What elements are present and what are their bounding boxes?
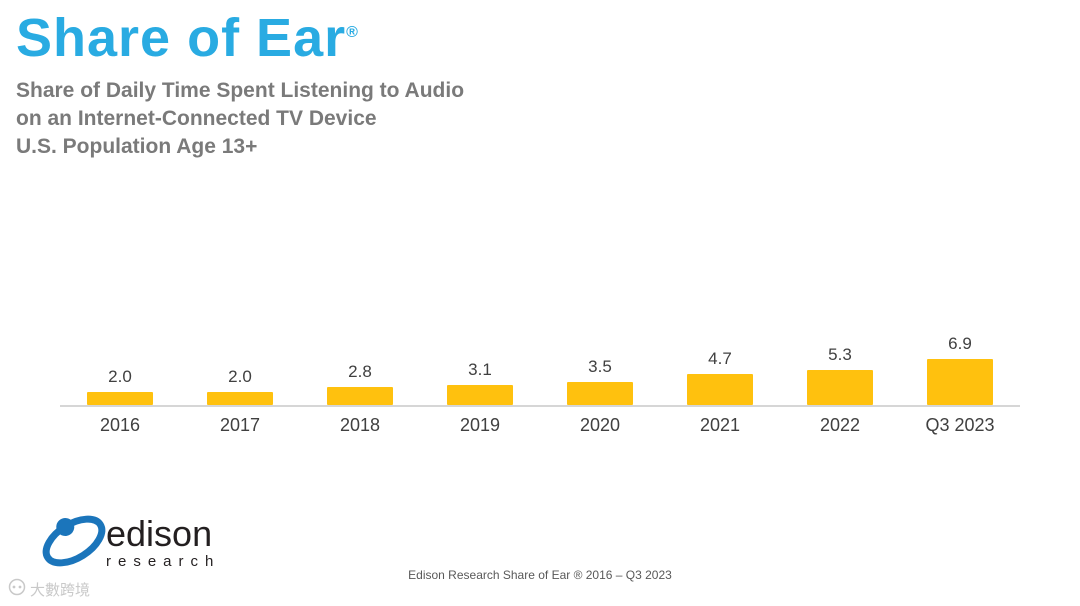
x-axis-label: 2021 <box>699 415 741 435</box>
x-axis-label: Q3 2023 <box>925 415 995 435</box>
bar-column: 6.9 <box>900 334 1020 405</box>
bar <box>87 391 153 405</box>
subtitle-line-2: on an Internet-Connected TV Device <box>16 107 377 131</box>
subtitle: Share of Daily Time Spent Listening to A… <box>16 77 464 162</box>
bar-value-label: 2.0 <box>108 366 132 386</box>
bar <box>807 370 873 405</box>
bar-column: 2.8 <box>300 362 420 405</box>
subtitle-line-1: Share of Daily Time Spent Listening to A… <box>16 78 465 102</box>
bar-column: 2.0 <box>180 367 300 405</box>
x-axis-labels: 2016 2017 2018 2019 2020 2021 2022 Q3 2023 <box>60 415 1020 436</box>
bar <box>687 373 753 405</box>
bar-column: 3.1 <box>420 360 540 405</box>
watermark-text: 大數跨境 <box>30 581 91 599</box>
header: Share of Ear® Share of Daily Time Spent … <box>16 10 464 162</box>
x-axis-label: 2017 <box>219 415 261 435</box>
logo-text: edison research <box>106 513 221 570</box>
bar-value-label: 6.9 <box>948 334 972 354</box>
bars-row: 2.0 2.0 2.8 3.1 3.5 4.7 5.3 6.9 <box>60 325 1020 407</box>
bar <box>447 384 513 405</box>
edison-research-logo: edison research <box>34 501 220 584</box>
bar-column: 4.7 <box>660 349 780 405</box>
edison-swirl-icon <box>34 501 118 584</box>
bar <box>207 391 273 405</box>
title-text: Share of Ear <box>16 8 347 68</box>
watermark-icon <box>8 578 26 600</box>
bar-column: 2.0 <box>60 367 180 405</box>
page-title: Share of Ear® <box>16 10 464 67</box>
x-axis-label: 2019 <box>459 415 501 435</box>
watermark: 大數跨境 <box>8 578 90 600</box>
x-axis-label: 2022 <box>819 415 861 435</box>
bar-value-label: 2.0 <box>228 366 252 386</box>
bar <box>927 359 993 405</box>
subtitle-line-3: U.S. Population Age 13+ <box>16 135 258 159</box>
bar-value-label: 2.8 <box>348 361 372 381</box>
x-axis-label: 2018 <box>339 415 381 435</box>
bar-value-label: 3.5 <box>588 356 612 376</box>
bar-value-label: 5.3 <box>828 345 852 365</box>
x-axis-label: 2020 <box>579 415 621 435</box>
x-axis-label: 2016 <box>99 415 141 435</box>
logo-name: edison <box>106 513 213 554</box>
bar <box>567 381 633 405</box>
bar <box>327 386 393 405</box>
bar-chart: 2.0 2.0 2.8 3.1 3.5 4.7 5.3 6.9 2016 2017 2018 201… <box>60 325 1020 436</box>
bar-value-label: 3.1 <box>468 359 492 379</box>
registered-trademark: ® <box>346 24 359 41</box>
bar-value-label: 4.7 <box>708 348 732 368</box>
footer-caption: Edison Research Share of Ear ® 2016 – Q3… <box>408 568 672 582</box>
logo-subname: research <box>106 553 221 570</box>
bar-column: 5.3 <box>780 345 900 405</box>
bar-column: 3.5 <box>540 357 660 405</box>
